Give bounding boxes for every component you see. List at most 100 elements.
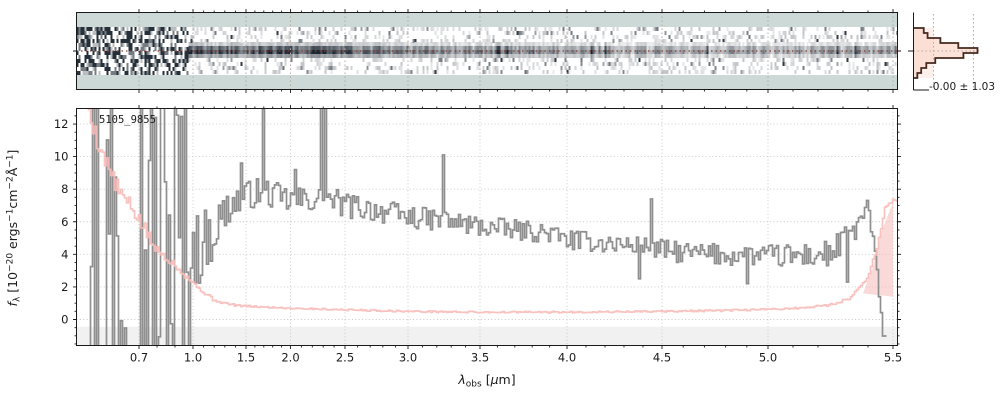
heatmap-cell-run [498, 46, 501, 50]
heatmap-cell-run [624, 46, 627, 50]
x-tick-label: 1.5 [237, 351, 255, 365]
y-tick-label: 0 [61, 313, 68, 327]
heatmap-cell-run [462, 46, 749, 58]
heatmap-cell-run [272, 50, 275, 54]
histogram-outline [913, 27, 979, 79]
heatmap-cell-run [474, 46, 827, 58]
heatmap-cell-run [664, 46, 667, 50]
heatmap-cell-run [254, 50, 257, 54]
heatmap-cell-run [330, 50, 333, 54]
heatmap-cell-run [252, 46, 255, 50]
heatmap-cell-run [262, 31, 891, 70]
heatmap-cell-run [442, 50, 445, 54]
heatmap-cell-run [334, 54, 337, 58]
heatmap-cell-run [244, 27, 833, 66]
heatmap-cell-run [354, 35, 357, 39]
heatmap-cell-run [314, 46, 317, 50]
heatmap-cell-run [380, 54, 877, 66]
heatmap-cell-run [312, 46, 315, 50]
residual-histogram-panel [908, 12, 980, 91]
heatmap-cell-run [512, 27, 869, 70]
y-tick-label: 2 [61, 280, 68, 294]
source-id-label: 5105_9855 [99, 114, 156, 126]
heatmap-cell-run [348, 50, 351, 54]
histogram-spines [908, 12, 929, 91]
heatmap-cell-run [294, 50, 297, 54]
heatmap-cell-run [496, 46, 499, 50]
heatmap-cell-run [494, 58, 497, 62]
error-step-line [87, 108, 898, 314]
heatmap-cell-run [668, 35, 671, 39]
x-tick-label: 2.5 [336, 351, 354, 365]
heatmap-cell-run [420, 46, 423, 50]
heatmap-cell-run [218, 27, 871, 74]
heatmap-cell-run [544, 54, 547, 58]
heatmap-cell-run [712, 46, 715, 50]
heatmap-cell-run [334, 50, 337, 54]
heatmap-cell-run [200, 46, 213, 50]
heatmap-cell-run [348, 46, 351, 50]
heatmap-cell-run [792, 42, 795, 46]
x-tick-label: 3.5 [471, 351, 489, 365]
heatmap-cell-run [226, 46, 229, 50]
x-tick-label: 0.7 [130, 351, 148, 365]
heatmap-cell-run [540, 42, 543, 46]
heatmap-cell-run [448, 39, 833, 54]
heatmap-cell-run [220, 46, 223, 50]
heatmap-cell-run [218, 50, 221, 54]
heatmap-cell-run [714, 66, 717, 70]
y-tick-label: 8 [61, 182, 68, 196]
heatmap-cell-run [276, 50, 279, 54]
plot-background [76, 108, 898, 346]
heatmap-cell-run [824, 42, 827, 46]
y-tick-label: 6 [61, 215, 68, 229]
heatmap-cell-run [208, 42, 211, 46]
flux-step-line [89, 108, 887, 346]
y-tick-label: 10 [54, 150, 69, 164]
negative-shaded-band [76, 326, 898, 346]
heatmap-cell-run [200, 50, 203, 54]
heatmap-cell-run [188, 50, 839, 54]
heatmap-cell-run [370, 46, 373, 58]
heatmap-cell-run [432, 54, 435, 58]
heatmap-cell-run [420, 54, 423, 58]
x-tick-label: 1.0 [184, 351, 202, 365]
spectrum-2d-panel [73, 9, 901, 93]
heatmap-cell-run [634, 46, 653, 54]
heatmap-cell-run [616, 42, 619, 46]
heatmap-cell-run [632, 54, 635, 58]
heatmap-cell-run [888, 46, 891, 50]
heatmap-cell-run [236, 46, 281, 54]
heatmap-cell-run [260, 46, 263, 50]
heatmap-cell-run [774, 62, 777, 66]
heatmap-cell-run [198, 31, 889, 74]
main-axes-spines [76, 108, 898, 346]
x-axis-label: λobs [μm] [457, 372, 515, 390]
x-tick-label: 4.5 [653, 351, 671, 365]
heatmap-cell-run [604, 42, 607, 46]
heatmap-cell-run [306, 46, 321, 54]
heatmap-cell-run [802, 46, 805, 50]
spectrum-1d-panel: 0.7 1.0 1.5 2.0 2.5 3.0 3.5 4.0 4.5 5.0 5.5 0 2 4 6 8 10… [5, 105, 902, 390]
heatmap-cell-run [482, 42, 485, 46]
heatmap-cell-run [604, 58, 607, 62]
heatmap-cell-run [224, 31, 895, 66]
heatmap-cell-run [834, 42, 837, 46]
heatmap-cell-run [346, 46, 349, 50]
y-tick-label: 12 [54, 117, 69, 131]
heatmap-cell-run [304, 46, 307, 50]
heatmap-cell-run [268, 46, 271, 50]
x-tick-label: 5.0 [759, 351, 777, 365]
heatmap-cell-run [218, 46, 221, 50]
heatmap-cell-run [226, 50, 229, 54]
heatmap-cell-run [608, 46, 611, 50]
heatmap-cell-run [768, 46, 771, 50]
histogram-stats-annotation: -0.00 ± 1.03 [929, 81, 995, 93]
x-tick-label: 3.0 [399, 351, 417, 365]
heatmap-cell-run [322, 46, 325, 50]
y-tick-label: 4 [61, 247, 68, 261]
heatmap-cell-run [76, 27, 321, 75]
x-tick-label: 2.0 [281, 351, 299, 365]
